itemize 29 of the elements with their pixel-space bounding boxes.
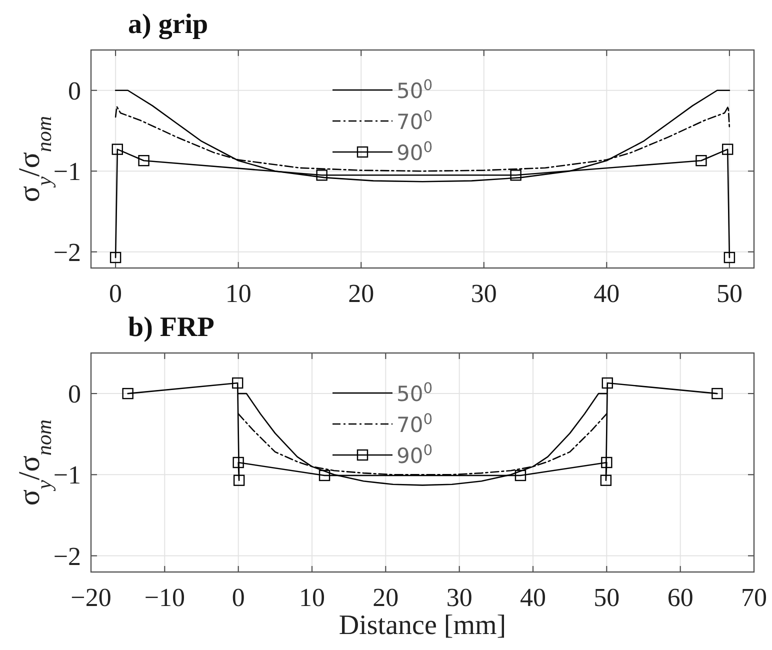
x-tick-label: 50 bbox=[716, 279, 742, 308]
x-tick-label: −10 bbox=[144, 583, 186, 612]
legend-label: 90$^{0}$ bbox=[396, 442, 433, 468]
x-tick-label: 10 bbox=[299, 583, 325, 612]
legend-label: 70$^{0}$ bbox=[396, 410, 433, 437]
x-tick-label: 0 bbox=[232, 583, 245, 612]
legend-label: 90$^{0}$ bbox=[396, 138, 433, 165]
x-tick-label: 40 bbox=[520, 583, 546, 612]
x-tick-label: 10 bbox=[225, 279, 252, 308]
x-tick-label: 20 bbox=[348, 279, 374, 308]
y-tick-label: 0 bbox=[68, 380, 81, 409]
chart-title: a) grip bbox=[128, 9, 208, 40]
x-tick-label: 20 bbox=[372, 583, 399, 612]
x-tick-label: 40 bbox=[594, 279, 620, 308]
legend-label: 50$^{0}$ bbox=[396, 76, 433, 103]
y-tick-label: −2 bbox=[53, 542, 81, 571]
y-tick-label: −2 bbox=[53, 238, 81, 267]
x-tick-label: 60 bbox=[667, 583, 694, 612]
x-tick-label: 70 bbox=[741, 583, 767, 612]
legend-label: 50$^{0}$ bbox=[396, 380, 433, 406]
x-tick-label: −20 bbox=[70, 583, 112, 612]
x-tick-label: 50 bbox=[594, 583, 620, 612]
legend-label: 70$^{0}$ bbox=[396, 108, 433, 134]
x-tick-label: 30 bbox=[470, 279, 497, 308]
chart-title: b) FRP bbox=[128, 312, 214, 343]
x-tick-label: 0 bbox=[109, 279, 122, 308]
x-axis-title: Distance [mm] bbox=[338, 610, 506, 641]
y-tick-label: 0 bbox=[68, 76, 81, 106]
x-tick-label: 30 bbox=[446, 583, 472, 612]
